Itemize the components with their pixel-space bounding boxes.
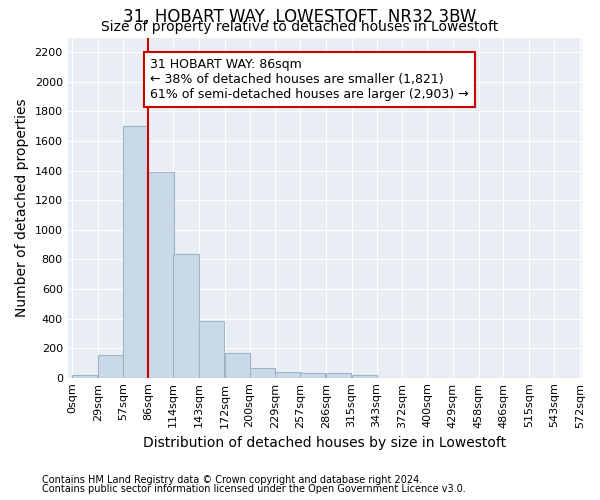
Bar [98, 355, 123, 378]
Bar [225, 354, 250, 378]
Bar [352, 376, 377, 378]
Bar [199, 320, 224, 378]
Text: Contains public sector information licensed under the Open Government Licence v3: Contains public sector information licen… [42, 484, 466, 494]
Bar [148, 172, 174, 378]
Text: 31 HOBART WAY: 86sqm
← 38% of detached houses are smaller (1,821)
61% of semi-de: 31 HOBART WAY: 86sqm ← 38% of detached h… [150, 58, 469, 101]
Bar [250, 368, 275, 378]
Y-axis label: Number of detached properties: Number of detached properties [15, 98, 29, 317]
Bar [173, 254, 199, 378]
Bar [122, 126, 148, 378]
Bar [72, 374, 97, 378]
Text: Contains HM Land Registry data © Crown copyright and database right 2024.: Contains HM Land Registry data © Crown c… [42, 475, 422, 485]
Text: Size of property relative to detached houses in Lowestoft: Size of property relative to detached ho… [101, 20, 499, 34]
Bar [275, 372, 301, 378]
X-axis label: Distribution of detached houses by size in Lowestoft: Distribution of detached houses by size … [143, 436, 506, 450]
Bar [326, 373, 351, 378]
Bar [300, 373, 325, 378]
Text: 31, HOBART WAY, LOWESTOFT, NR32 3BW: 31, HOBART WAY, LOWESTOFT, NR32 3BW [124, 8, 476, 26]
